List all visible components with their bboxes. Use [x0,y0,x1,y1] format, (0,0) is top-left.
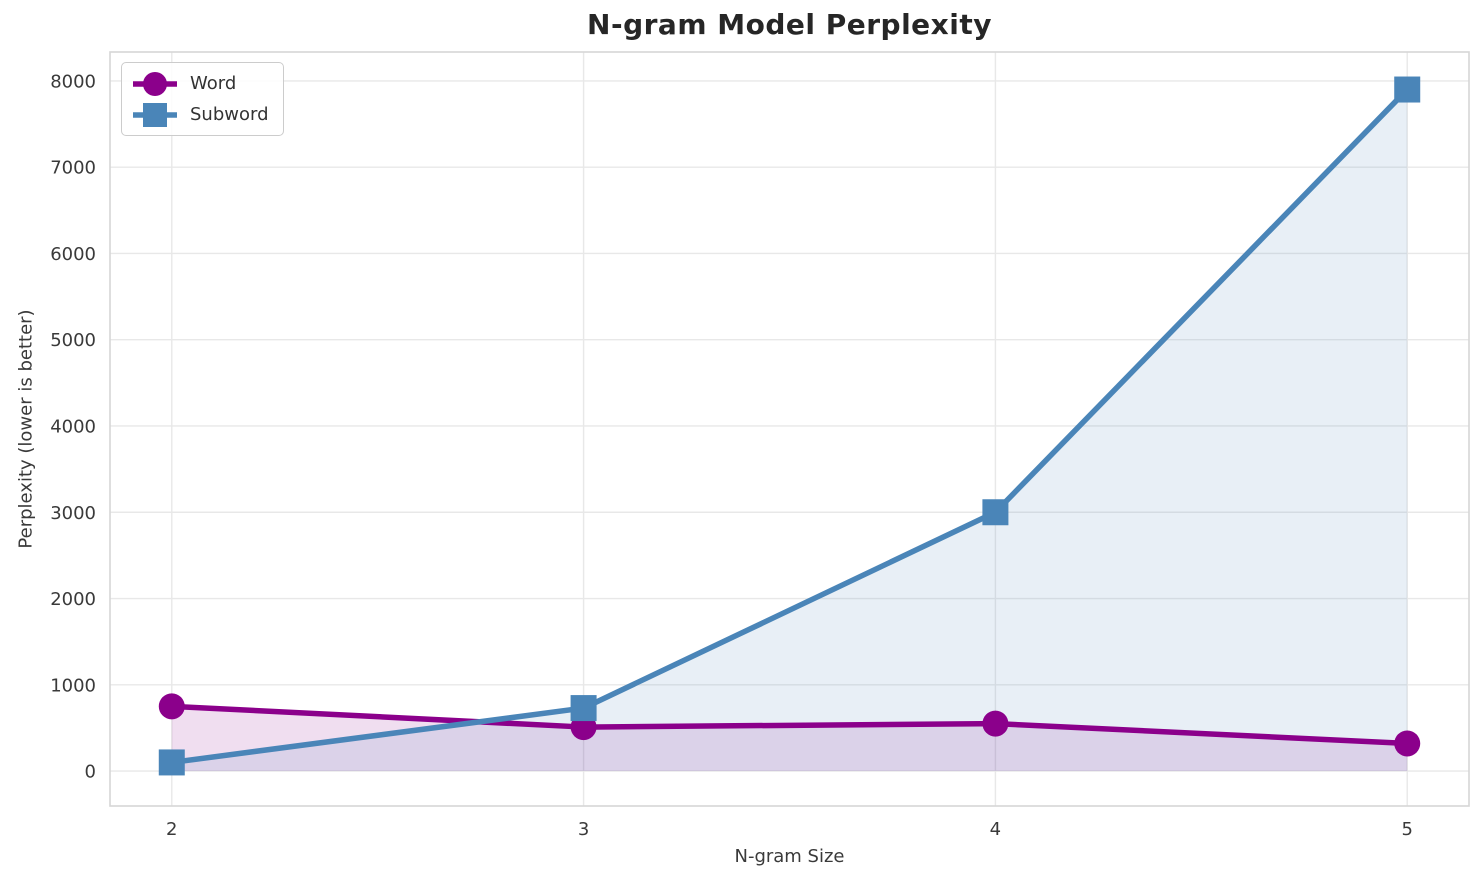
marker-subword-square-icon [1394,76,1421,103]
marker-word-circle-icon [1394,730,1421,757]
legend-label-subword: Subword [190,104,269,125]
x-tick-label: 4 [990,819,1001,840]
area-fill-subword [171,89,1408,772]
marker-word-circle-icon [982,710,1009,737]
legend-item-subword: Subword [130,100,269,129]
legend-item-word: Word [130,69,269,98]
legend: Word Subword [121,62,284,136]
y-tick-label: 3000 [50,503,96,524]
marker-subword-square-icon [982,499,1009,526]
y-axis-label: Perplexity (lower is better) [15,309,37,549]
chart-title: N-gram Model Perplexity [587,8,992,41]
y-tick-label: 6000 [50,244,96,265]
y-tick-label: 5000 [50,330,96,351]
legend-glyph-subword-square-icon [133,102,177,127]
series-line-subword [169,86,1410,766]
legend-marker-word-circle-icon [143,71,167,96]
y-tick-label: 0 [85,762,96,783]
x-tick-label: 3 [578,819,589,840]
legend-label-word: Word [190,73,237,94]
y-tick-label: 1000 [50,675,96,696]
legend-glyph-word-circle-icon [133,71,177,96]
x-tick-label: 2 [166,819,177,840]
marker-word-circle-icon [158,693,185,720]
y-tick-label: 2000 [50,589,96,610]
marker-subword-square-icon [570,695,597,722]
legend-marker-subword-square-icon [143,102,167,127]
marker-subword-square-icon [158,749,185,776]
x-tick-label: 5 [1402,819,1413,840]
y-tick-label: 4000 [50,416,96,437]
y-tick-label: 8000 [50,71,96,92]
y-tick-label: 7000 [50,158,96,179]
plot-border [109,51,1470,807]
series-line-word [169,703,1410,747]
x-axis-label: N-gram Size [734,846,845,867]
